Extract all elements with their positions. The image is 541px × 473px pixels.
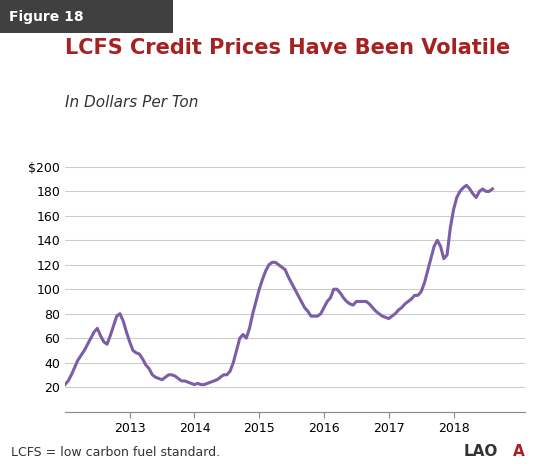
Text: LCFS Credit Prices Have Been Volatile: LCFS Credit Prices Have Been Volatile (65, 38, 510, 58)
Text: In Dollars Per Ton: In Dollars Per Ton (65, 95, 199, 110)
Text: Figure 18: Figure 18 (9, 9, 83, 24)
Text: LAO: LAO (463, 444, 498, 459)
Text: LCFS = low carbon fuel standard.: LCFS = low carbon fuel standard. (11, 446, 220, 459)
Text: A: A (513, 444, 525, 459)
